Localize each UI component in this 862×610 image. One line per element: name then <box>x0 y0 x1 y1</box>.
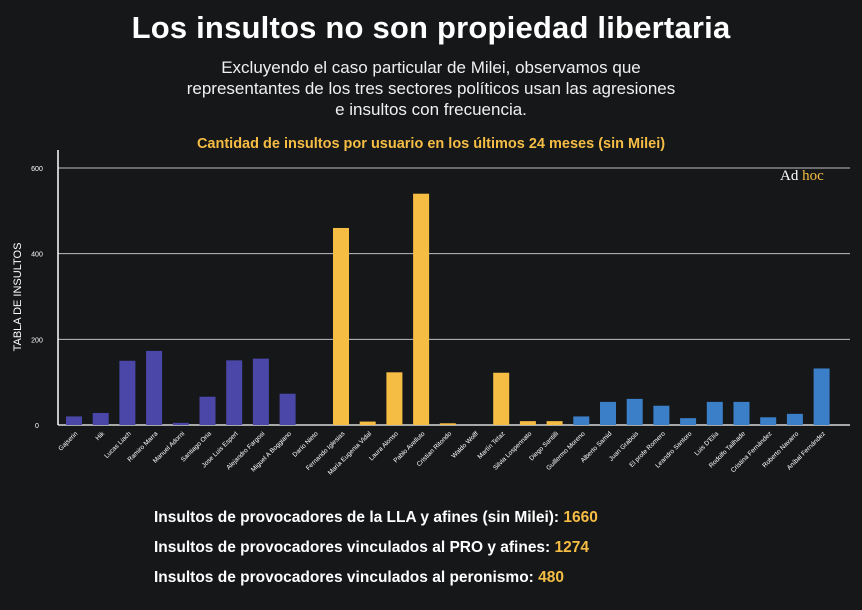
page-subtitle: Excluyendo el caso particular de Milei, … <box>120 57 742 120</box>
y-axis-label: TABLA DE INSULTOS <box>12 243 24 352</box>
page-title: Los insultos no son propiedad libertaria <box>131 10 731 45</box>
y-tick-label-600: 600 <box>31 166 43 173</box>
summary-lla: Insultos de provocadores de la LLA y afi… <box>154 509 598 527</box>
bar-24 <box>706 401 723 425</box>
bar-3 <box>146 350 163 425</box>
summary-lla-label: Insultos de provocadores de la LLA y afi… <box>154 509 564 526</box>
bar-6 <box>226 360 243 425</box>
x-tick-label-0: Gajserin <box>57 430 79 452</box>
subtitle-line-3: e insultos con frecuencia. <box>335 100 527 119</box>
subtitle-line-2: representantes de los tres sectores polí… <box>186 79 676 98</box>
bar-5 <box>199 396 216 425</box>
summary-peronismo: Insultos de provocadores vinculados al p… <box>154 569 564 587</box>
chart-title: Cantidad de insultos por usuario en los … <box>196 136 666 152</box>
bar-16 <box>493 372 510 425</box>
brand-logo: Ad hoc <box>780 168 824 185</box>
brand-logo-part1: Ad <box>780 168 799 184</box>
bar-11 <box>359 421 376 425</box>
bar-19 <box>573 416 590 425</box>
bar-18 <box>546 421 563 425</box>
summary-pro-label: Insultos de provocadores vinculados al P… <box>154 539 555 556</box>
bar-4 <box>172 422 189 425</box>
bar-1 <box>92 413 109 425</box>
y-tick-label-0: 0 <box>35 423 39 430</box>
bar-7 <box>252 358 269 425</box>
brand-logo-part2: hoc <box>802 168 824 184</box>
bar-8 <box>279 393 296 425</box>
summary-pro: Insultos de provocadores vinculados al P… <box>154 539 589 557</box>
bar-17 <box>519 421 536 425</box>
bar-27 <box>786 413 803 425</box>
bar-25 <box>733 401 750 425</box>
bar-20 <box>600 401 616 425</box>
x-tick-label-9: Darío Nieto <box>292 430 320 458</box>
bar-22 <box>653 405 670 425</box>
summary-lla-value: 1660 <box>563 509 598 526</box>
bar-14 <box>439 423 456 425</box>
bar-26 <box>760 417 777 425</box>
bar-0 <box>66 416 82 425</box>
summary-peronismo-value: 480 <box>538 569 565 586</box>
bar-28 <box>813 368 830 425</box>
summary-peronismo-label: Insultos de provocadores vinculados al p… <box>154 569 539 586</box>
bar-12 <box>386 372 403 425</box>
bar-21 <box>626 398 643 425</box>
y-tick-label-400: 400 <box>31 252 43 259</box>
bar-23 <box>680 418 697 425</box>
summary-pro-value: 1274 <box>554 539 590 556</box>
bar-10 <box>333 227 349 425</box>
subtitle-line-1: Excluyendo el caso particular de Milei, … <box>221 58 641 77</box>
bar-2 <box>119 360 136 425</box>
bar-13 <box>413 193 430 425</box>
x-tick-label-24: Luis D'Elía <box>693 430 720 457</box>
x-tick-label-1: Hik <box>95 430 107 442</box>
y-tick-label-200: 200 <box>31 337 43 344</box>
